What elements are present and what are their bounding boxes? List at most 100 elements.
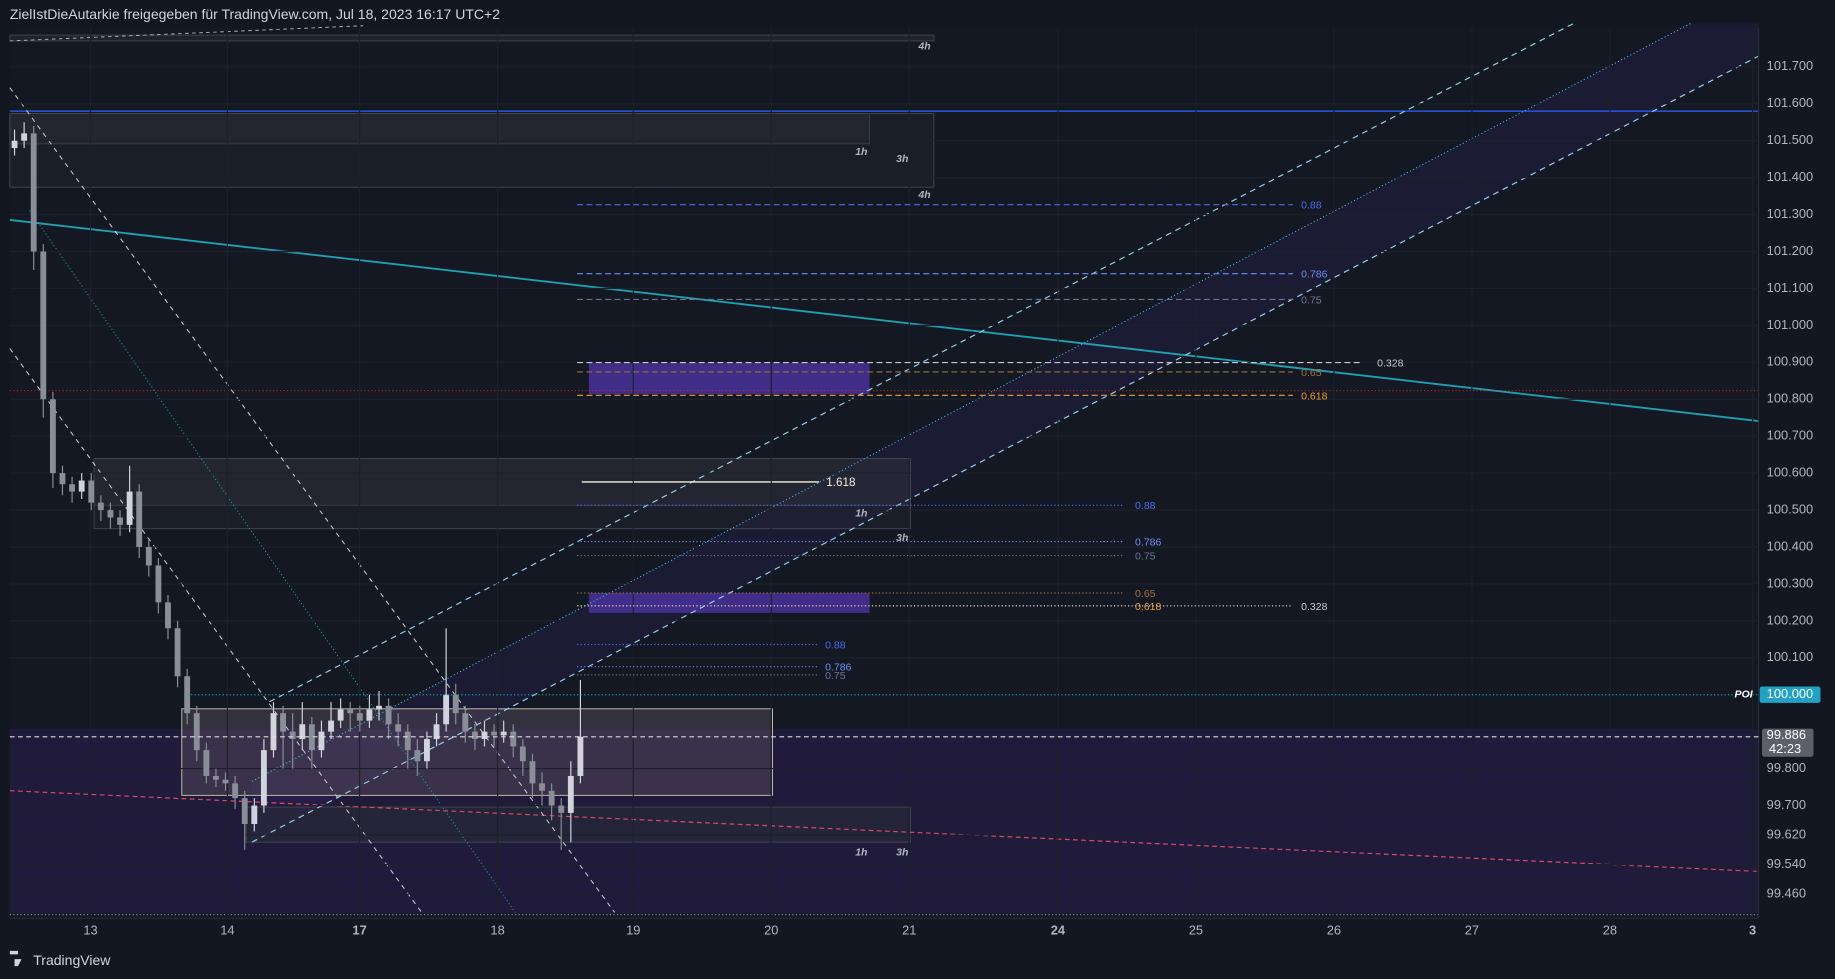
candle-body	[491, 731, 498, 736]
candle-body	[270, 713, 277, 751]
candle-body	[289, 731, 296, 740]
fib-label: 0.328	[1301, 601, 1327, 613]
candle-body	[424, 739, 430, 762]
zone-label: 3h	[896, 532, 908, 544]
trend-line	[9, 25, 364, 42]
order-block	[588, 362, 870, 395]
zone-label: 3h	[896, 153, 908, 165]
fib-label: 0.65	[1301, 367, 1322, 379]
y-tick-label: 100.800	[1767, 391, 1813, 406]
candle-body	[558, 805, 565, 813]
candle-body	[471, 731, 478, 740]
trend-line	[9, 87, 615, 913]
y-tick-label: 101.500	[1767, 132, 1813, 147]
candle-body	[481, 731, 488, 740]
x-tick-label: 13	[83, 922, 97, 937]
channel-line	[251, 22, 1691, 782]
y-tick-label: 101.000	[1767, 317, 1813, 332]
candle-body	[88, 480, 95, 503]
trend-line	[9, 790, 1759, 872]
y-tick-label: 101.300	[1767, 206, 1813, 221]
y-tick-label: 100.300	[1767, 575, 1813, 590]
x-tick-label: 3	[1749, 922, 1756, 937]
fib-label: 0.88	[825, 639, 846, 651]
y-tick-label: 100.700	[1767, 428, 1813, 443]
order-block	[588, 593, 870, 613]
candle-body	[567, 775, 574, 813]
zone-label: 4h	[917, 41, 930, 53]
zone-label: 1h	[855, 507, 867, 519]
y-tick-label: 99.460	[1767, 886, 1806, 901]
y-tick-label: 99.620	[1767, 826, 1806, 841]
fib-label: 0.618	[1135, 601, 1161, 613]
candle-body	[30, 133, 37, 252]
fib-label: 0.65	[1135, 588, 1156, 600]
fib-label: 0.75	[825, 670, 846, 682]
channel-line	[269, 22, 1574, 703]
y-tick-label: 100.600	[1767, 465, 1813, 480]
candle-body	[203, 750, 210, 776]
candle-body	[21, 133, 28, 141]
candle-body	[548, 790, 555, 806]
candle-body	[40, 251, 47, 400]
y-tick-label: 101.400	[1767, 169, 1813, 184]
channel-line	[251, 55, 1759, 843]
candle-body	[97, 502, 104, 511]
x-tick-label: 14	[220, 922, 234, 937]
candle-body	[356, 713, 363, 721]
candle-body	[213, 775, 219, 780]
candle-body	[385, 705, 392, 725]
zone-label: 1h	[855, 146, 867, 158]
x-tick-label: 28	[1603, 922, 1617, 937]
candle-body	[318, 731, 325, 751]
y-tick-label: 100.900	[1767, 354, 1813, 369]
x-tick-label: 25	[1189, 922, 1203, 937]
candle-body	[241, 798, 248, 824]
fib-label: 0.75	[1301, 294, 1322, 306]
candle-body	[299, 724, 306, 740]
fib-label: 0.786	[1135, 537, 1161, 549]
x-tick-label: 17	[352, 922, 366, 937]
candle-body	[222, 779, 229, 784]
candle-body	[260, 750, 267, 806]
y-tick-label: 100.200	[1767, 612, 1813, 627]
candle-body	[414, 750, 421, 762]
candle-body	[136, 491, 143, 547]
candle-body	[337, 709, 344, 721]
y-tick-label: 100.100	[1767, 649, 1813, 664]
candle-body	[155, 565, 162, 603]
y-tick-label: 101.700	[1767, 58, 1813, 73]
zone	[93, 458, 911, 530]
candle-body	[519, 746, 526, 762]
brand: TradingView	[33, 952, 111, 968]
candle-body	[443, 694, 450, 725]
candle-body	[117, 517, 123, 525]
y-tick-label: 99.800	[1767, 760, 1806, 775]
candle-body	[69, 484, 75, 492]
candle-body	[165, 602, 171, 629]
x-tick-label: 27	[1465, 922, 1479, 937]
candle-body	[11, 140, 18, 149]
candle-body	[395, 724, 402, 732]
zone-label: 1h	[855, 846, 867, 858]
x-tick-label: 24	[1051, 922, 1066, 937]
candle-body	[184, 676, 191, 714]
candle-body	[539, 783, 545, 791]
zone-label: 4h	[917, 189, 930, 201]
x-tick-label: 18	[490, 922, 504, 937]
candle-body	[510, 731, 517, 747]
zone	[9, 112, 935, 188]
candle-body	[174, 628, 181, 677]
fib-label: 0.75	[1135, 551, 1156, 563]
fib-label: 0.88	[1301, 200, 1322, 212]
candle-body	[145, 546, 152, 566]
poi-box	[1759, 686, 1821, 703]
extension-label: 1.618	[826, 476, 855, 489]
fib-label: 0.618	[1301, 390, 1327, 402]
y-tick-label: 101.100	[1767, 280, 1813, 295]
last-price: 99.886	[1767, 727, 1806, 742]
candle-body	[376, 705, 382, 710]
candle-body	[251, 805, 258, 824]
